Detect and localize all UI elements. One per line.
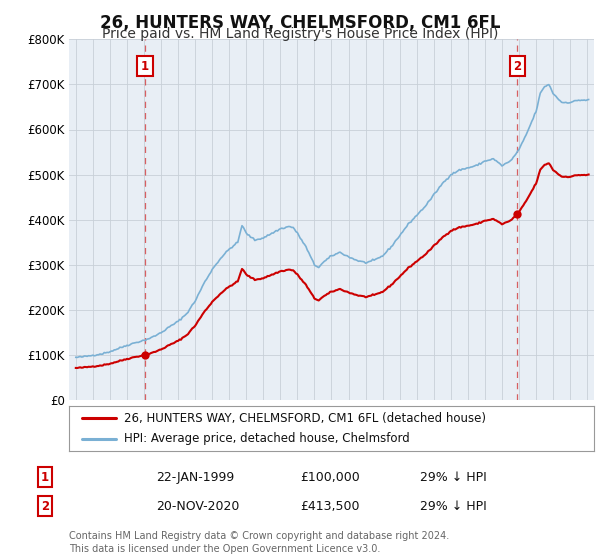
Text: Price paid vs. HM Land Registry's House Price Index (HPI): Price paid vs. HM Land Registry's House … xyxy=(102,27,498,41)
Text: 26, HUNTERS WAY, CHELMSFORD, CM1 6FL: 26, HUNTERS WAY, CHELMSFORD, CM1 6FL xyxy=(100,14,500,32)
Text: 2: 2 xyxy=(513,60,521,73)
Text: £100,000: £100,000 xyxy=(300,470,360,484)
Text: 20-NOV-2020: 20-NOV-2020 xyxy=(156,500,239,513)
Text: 29% ↓ HPI: 29% ↓ HPI xyxy=(420,500,487,513)
Text: HPI: Average price, detached house, Chelmsford: HPI: Average price, detached house, Chel… xyxy=(124,432,410,445)
Text: 26, HUNTERS WAY, CHELMSFORD, CM1 6FL (detached house): 26, HUNTERS WAY, CHELMSFORD, CM1 6FL (de… xyxy=(124,412,486,424)
Text: 1: 1 xyxy=(41,470,49,484)
Text: 22-JAN-1999: 22-JAN-1999 xyxy=(156,470,234,484)
Text: Contains HM Land Registry data © Crown copyright and database right 2024.
This d: Contains HM Land Registry data © Crown c… xyxy=(69,531,449,554)
Text: 1: 1 xyxy=(141,60,149,73)
Text: 2: 2 xyxy=(41,500,49,513)
Text: 29% ↓ HPI: 29% ↓ HPI xyxy=(420,470,487,484)
Text: £413,500: £413,500 xyxy=(300,500,359,513)
